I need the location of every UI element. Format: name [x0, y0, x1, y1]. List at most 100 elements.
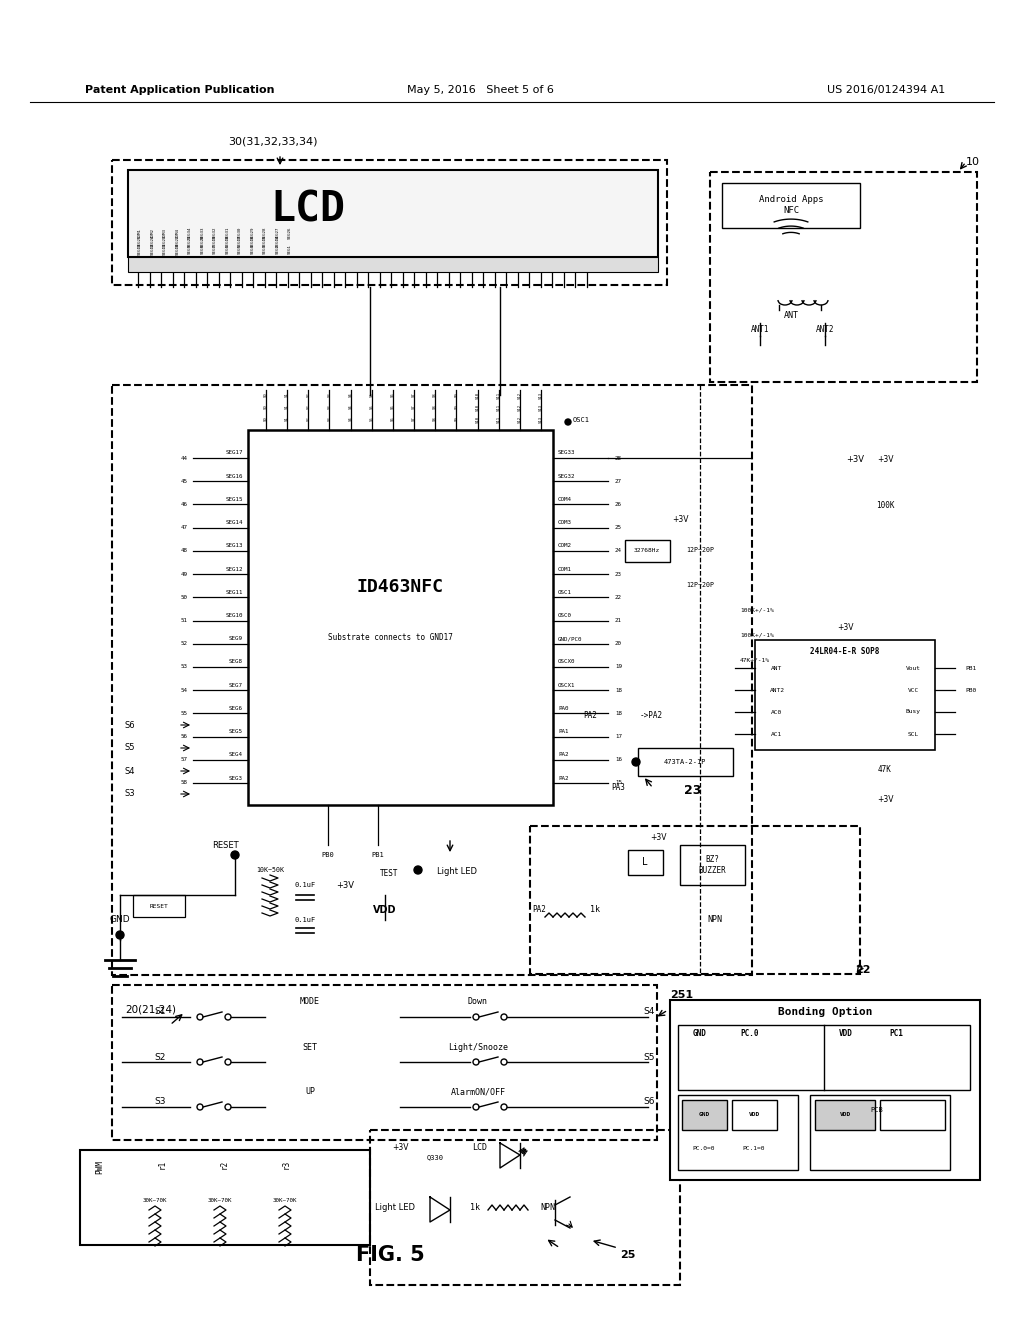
- Text: SEG13: SEG13: [138, 243, 142, 255]
- Text: S5: S5: [643, 1052, 655, 1061]
- Text: PB0: PB0: [965, 688, 976, 693]
- Text: 24LR04-E-R SOP8: 24LR04-E-R SOP8: [810, 648, 880, 656]
- Text: 30K~70K: 30K~70K: [208, 1197, 232, 1203]
- Text: S0: S0: [264, 392, 268, 397]
- Text: 25: 25: [615, 525, 622, 531]
- Text: 19: 19: [615, 664, 622, 669]
- Text: FIG. 5: FIG. 5: [355, 1245, 424, 1265]
- Text: SEG14: SEG14: [225, 520, 243, 525]
- Text: 20: 20: [615, 642, 622, 647]
- Text: SEG12: SEG12: [225, 566, 243, 572]
- Text: VCC: VCC: [907, 688, 919, 693]
- Bar: [722, 183, 860, 228]
- Text: SEG13: SEG13: [225, 544, 243, 548]
- Text: S0: S0: [264, 405, 268, 409]
- Text: OSC1: OSC1: [573, 417, 590, 422]
- Text: SEG19: SEG19: [213, 235, 217, 247]
- Text: SEG18: SEG18: [225, 235, 229, 247]
- Text: PA0: PA0: [558, 706, 568, 711]
- Text: Light/Snooze: Light/Snooze: [449, 1043, 508, 1052]
- Text: 44: 44: [181, 455, 188, 461]
- Bar: [755, 640, 935, 750]
- Text: Down: Down: [468, 998, 488, 1006]
- Text: 56: 56: [181, 734, 188, 739]
- Text: 473TA-2-1P: 473TA-2-1P: [664, 759, 707, 766]
- Text: COM1: COM1: [138, 228, 142, 238]
- Text: 25: 25: [620, 1250, 635, 1261]
- Text: S12: S12: [518, 392, 522, 399]
- Bar: [370, 1130, 680, 1284]
- Text: 0.1uF: 0.1uF: [294, 882, 315, 888]
- Text: S2: S2: [306, 392, 310, 397]
- Text: 57: 57: [181, 758, 188, 762]
- Text: SEG2: SEG2: [275, 244, 280, 253]
- Bar: [815, 1100, 874, 1130]
- Text: AlarmON/OFF: AlarmON/OFF: [451, 1088, 506, 1097]
- Text: LCD: LCD: [472, 1143, 487, 1152]
- Text: PA2: PA2: [558, 752, 568, 758]
- Text: 49: 49: [181, 572, 188, 577]
- Text: SEG34: SEG34: [188, 227, 193, 239]
- Bar: [732, 1100, 777, 1130]
- Text: 21: 21: [615, 618, 622, 623]
- Text: May 5, 2016   Sheet 5 of 6: May 5, 2016 Sheet 5 of 6: [407, 84, 553, 95]
- Text: OSC1: OSC1: [558, 590, 572, 595]
- Text: r2: r2: [219, 1160, 228, 1170]
- Text: PA2: PA2: [558, 776, 568, 780]
- Text: SEG29: SEG29: [251, 227, 255, 239]
- Bar: [670, 1001, 980, 1180]
- Text: S6: S6: [391, 392, 395, 397]
- Text: S12: S12: [518, 404, 522, 411]
- Text: SEG33: SEG33: [558, 450, 575, 455]
- Text: S8: S8: [433, 392, 437, 397]
- Text: SEG27: SEG27: [275, 227, 280, 239]
- Text: SEG12: SEG12: [151, 243, 155, 255]
- Text: 47K+/-1%: 47K+/-1%: [740, 657, 770, 663]
- Text: SEG7: SEG7: [213, 244, 217, 253]
- Text: 1k: 1k: [470, 1204, 480, 1213]
- Bar: [638, 748, 733, 776]
- Text: SEG14: SEG14: [275, 235, 280, 247]
- Text: S13: S13: [539, 416, 543, 422]
- Text: S4: S4: [348, 405, 352, 409]
- Text: L: L: [642, 857, 648, 867]
- Bar: [112, 985, 657, 1140]
- Bar: [678, 1026, 970, 1090]
- Text: 10K~50K: 10K~50K: [256, 867, 284, 873]
- Text: SEG10: SEG10: [225, 612, 243, 618]
- Text: S6: S6: [643, 1097, 655, 1106]
- Text: S3: S3: [125, 789, 135, 799]
- Text: SEG23: SEG23: [163, 235, 167, 247]
- Text: S6: S6: [391, 417, 395, 421]
- Bar: [625, 540, 670, 562]
- Text: S7: S7: [412, 405, 416, 409]
- Text: 46: 46: [181, 502, 188, 507]
- Text: +3V: +3V: [392, 1143, 409, 1152]
- Text: S4: S4: [348, 417, 352, 421]
- Text: SEG15: SEG15: [263, 235, 267, 247]
- Text: Bonding Option: Bonding Option: [778, 1007, 872, 1016]
- Text: S8: S8: [433, 417, 437, 421]
- Text: 15: 15: [615, 780, 622, 785]
- Circle shape: [414, 866, 422, 874]
- Text: 23: 23: [615, 572, 622, 577]
- Text: S1: S1: [285, 392, 289, 397]
- Text: ANT: ANT: [771, 665, 782, 671]
- Text: S11: S11: [497, 404, 501, 411]
- Bar: [810, 1096, 950, 1170]
- Text: S13: S13: [539, 392, 543, 399]
- Text: 27: 27: [615, 479, 622, 483]
- Text: 10: 10: [966, 157, 980, 168]
- Text: 100K: 100K: [876, 500, 894, 510]
- Text: SEG1: SEG1: [288, 244, 292, 253]
- Text: 12P~20P: 12P~20P: [686, 546, 714, 553]
- Text: 30K~70K: 30K~70K: [142, 1197, 167, 1203]
- Text: COM3: COM3: [558, 520, 572, 525]
- Text: Q330: Q330: [427, 1154, 443, 1160]
- Text: 18: 18: [615, 688, 622, 693]
- Text: ANT2: ANT2: [816, 326, 835, 334]
- Text: S1: S1: [155, 1007, 166, 1016]
- Text: SEG5: SEG5: [238, 244, 242, 253]
- Text: PC1: PC1: [889, 1028, 903, 1038]
- Text: 17: 17: [615, 734, 622, 739]
